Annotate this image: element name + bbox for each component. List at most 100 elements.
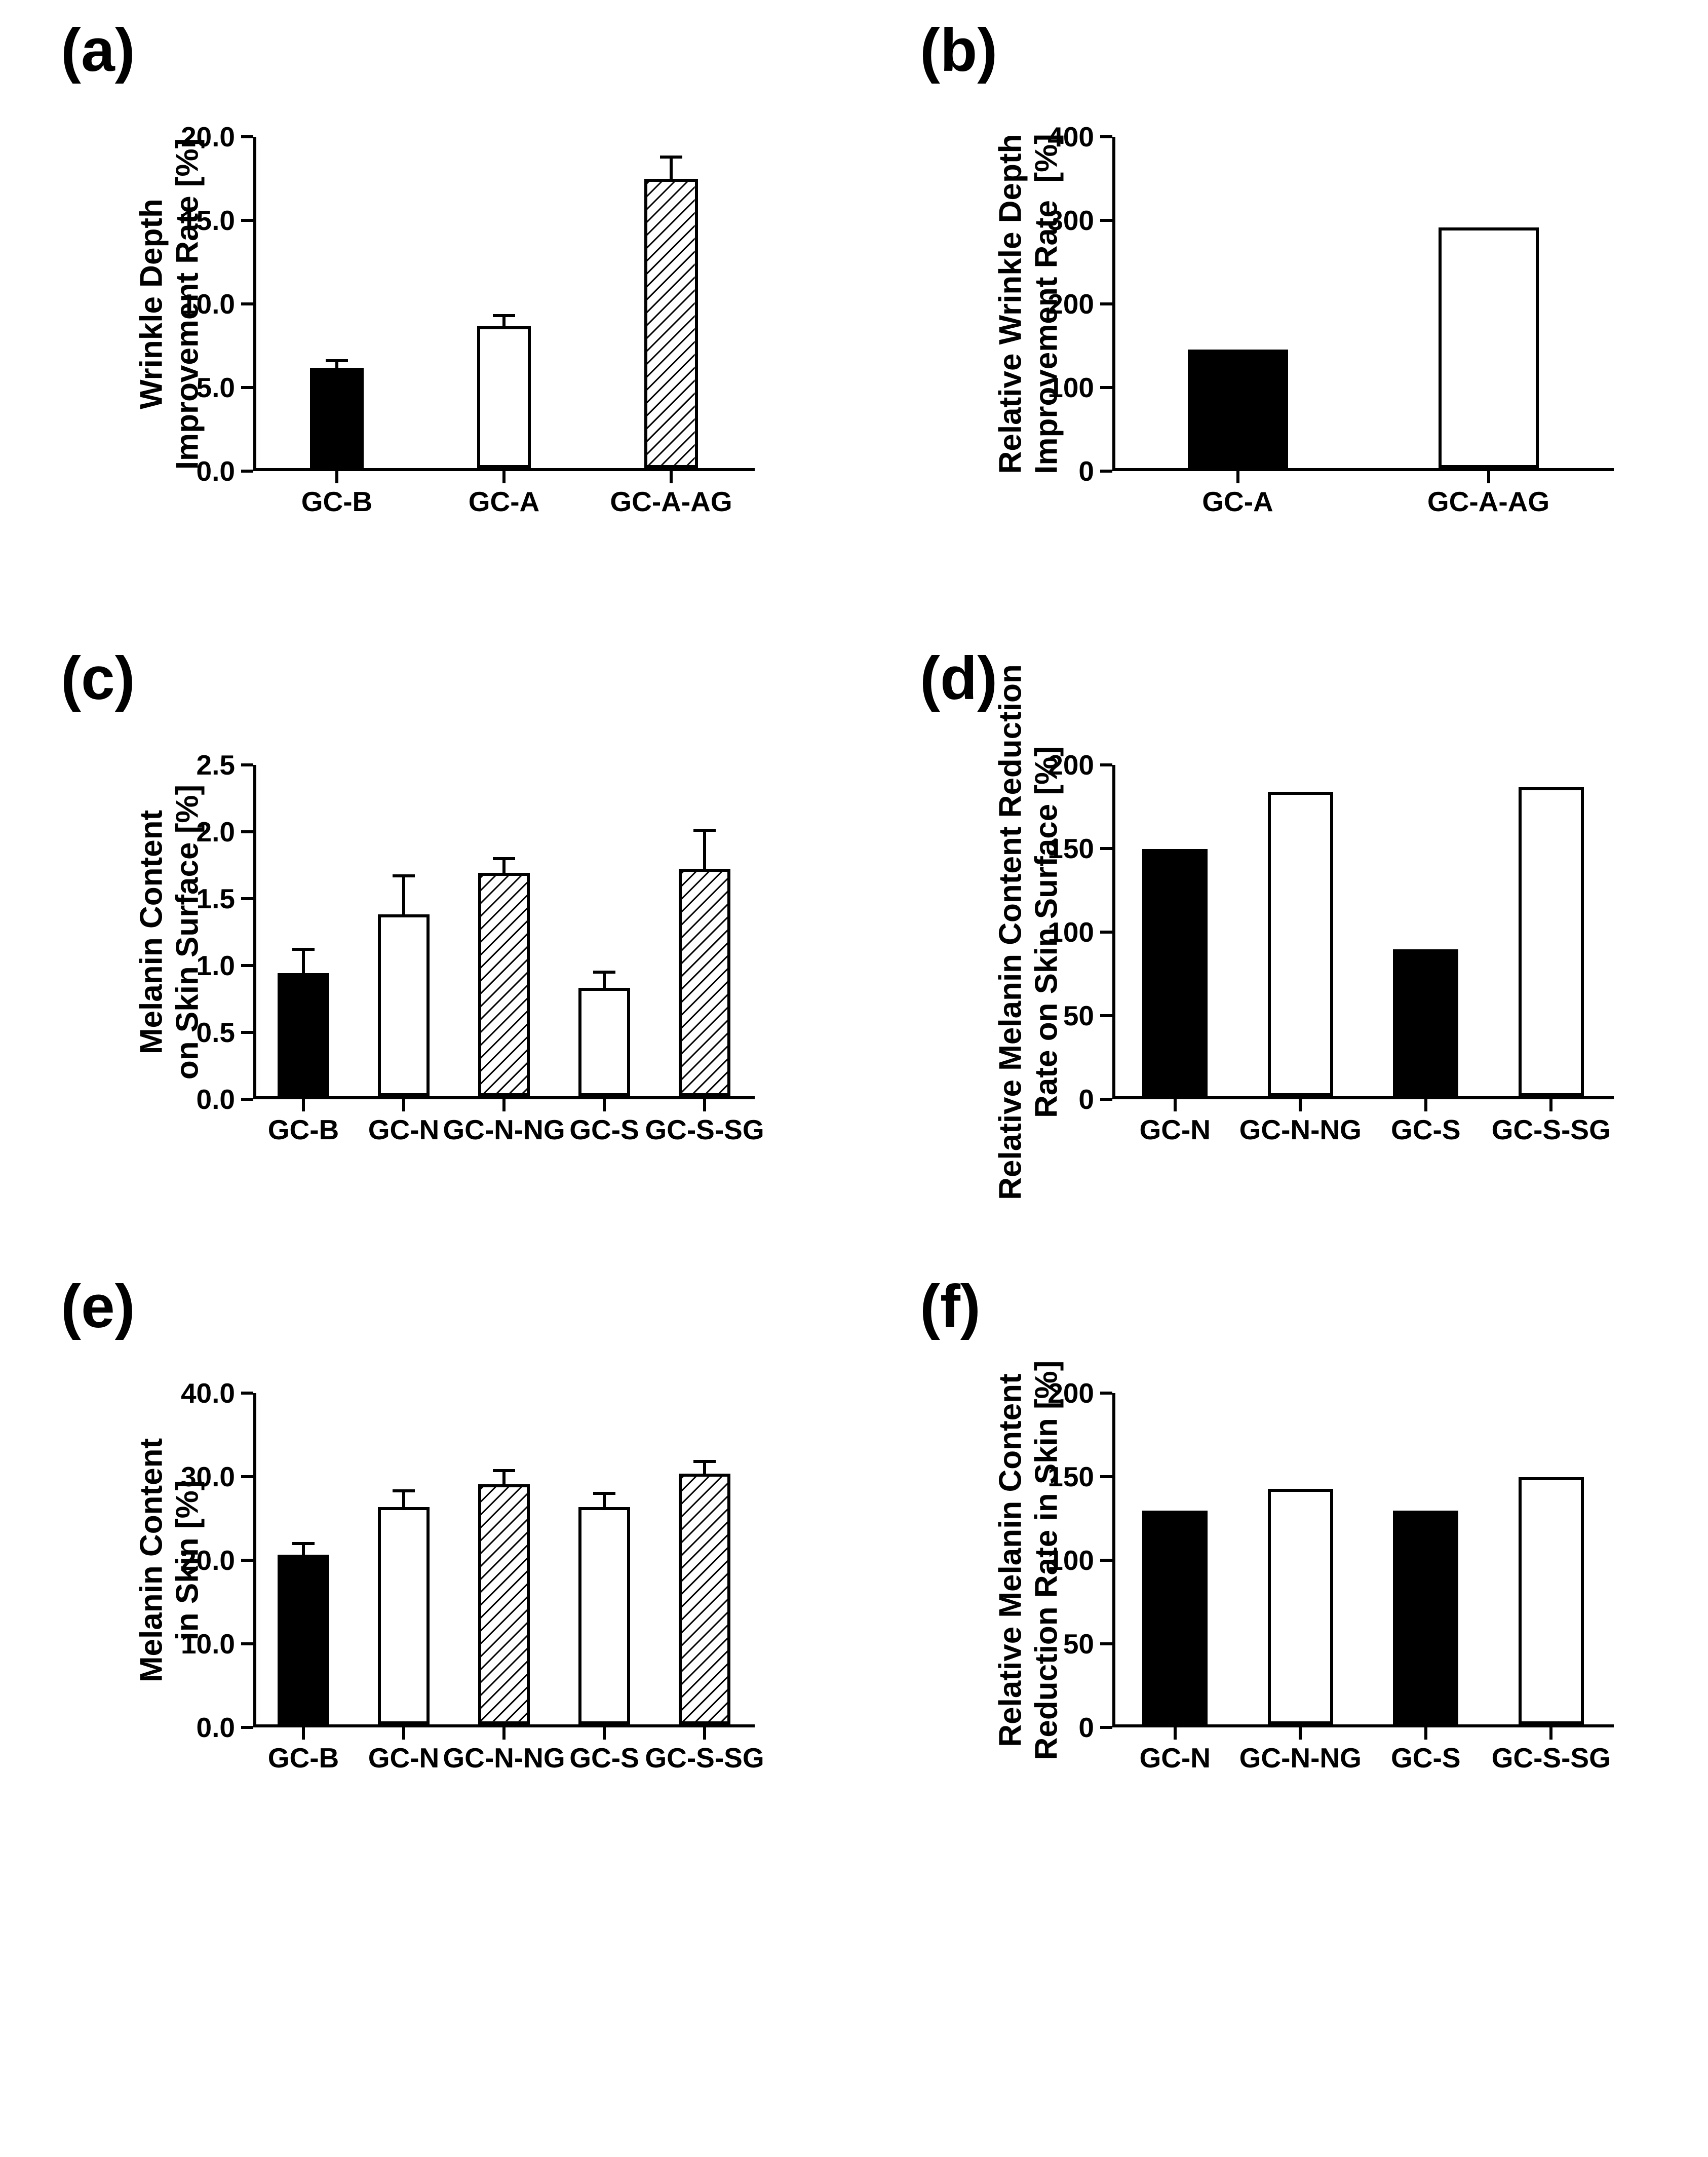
panel-label: (d)	[920, 643, 997, 713]
error-bar-stem	[402, 876, 405, 917]
x-tick-label: GC-S-SG	[1492, 1113, 1611, 1146]
panel-label: (b)	[920, 15, 997, 85]
x-tick-label: GC-A	[469, 485, 540, 518]
y-tick	[241, 219, 253, 222]
x-tick-label: GC-B	[268, 1113, 339, 1146]
x-tick	[502, 471, 506, 483]
panel-e: (e)Melanin Content in Skin [%]0.010.020.…	[41, 1287, 808, 1783]
y-axis	[1112, 1393, 1115, 1727]
plot-wrap: Wrinkle Depth Improvement Rate [%]0.05.0…	[41, 30, 808, 527]
error-bar-cap	[493, 1469, 515, 1472]
error-bar-cap	[493, 857, 515, 860]
error-bar-cap	[593, 971, 615, 974]
x-axis	[1112, 1096, 1614, 1099]
x-tick	[1299, 1099, 1302, 1111]
y-tick	[1100, 1475, 1112, 1478]
y-tick-label: 200	[1047, 288, 1094, 320]
bar	[679, 869, 731, 1096]
error-bar-cap	[393, 874, 415, 877]
y-tick	[241, 135, 253, 138]
bar	[1439, 227, 1539, 468]
error-bar-stem	[703, 1461, 706, 1477]
x-tick	[302, 1727, 305, 1740]
x-tick-label: GC-N	[1139, 1113, 1211, 1146]
error-bar-stem	[603, 1493, 606, 1510]
panel-c: (c)Melanin Content on Skin Surface [%]0.…	[41, 659, 808, 1155]
x-tick	[603, 1727, 606, 1740]
y-tick	[1100, 1014, 1112, 1017]
x-tick	[1299, 1727, 1302, 1740]
panel-label: (e)	[61, 1272, 135, 1341]
y-tick-label: 100	[1047, 916, 1094, 948]
x-tick-label: GC-N	[368, 1742, 440, 1774]
x-axis	[1112, 468, 1614, 471]
x-tick	[502, 1727, 506, 1740]
y-tick-label: 0	[1078, 455, 1094, 487]
y-tick	[1100, 219, 1112, 222]
x-tick-label: GC-A	[1202, 485, 1273, 518]
y-tick	[241, 1031, 253, 1034]
y-tick	[241, 830, 253, 833]
y-tick	[241, 1098, 253, 1101]
bar	[478, 1484, 530, 1724]
x-tick-label: GC-S	[569, 1113, 639, 1146]
plot: Relative Wrinkle Depth Improvement Rate …	[981, 117, 1629, 527]
x-tick-label: GC-S-SG	[645, 1742, 764, 1774]
y-tick	[1100, 470, 1112, 473]
bar	[1188, 350, 1288, 468]
y-axis	[253, 137, 256, 471]
plot-area: 050100150200GC-NGC-N-NGGC-SGC-S-SG	[1112, 1393, 1614, 1727]
plot-area: 0.010.020.030.040.0GC-BGC-NGC-N-NGGC-SGC…	[253, 1393, 755, 1727]
x-tick	[1424, 1727, 1427, 1740]
panel-label: (f)	[920, 1272, 981, 1341]
y-tick-label: 10.0	[181, 288, 235, 320]
y-axis-title: Melanin Content on Skin Surface [%]	[134, 785, 206, 1080]
x-tick-label: GC-S	[1391, 1742, 1461, 1774]
bar	[578, 988, 631, 1096]
x-tick-label: GC-A-AG	[1427, 485, 1549, 518]
bar	[1519, 787, 1584, 1097]
x-axis	[1112, 1724, 1614, 1727]
bar	[478, 873, 530, 1096]
x-tick-label: GC-S-SG	[645, 1113, 764, 1146]
y-tick	[1100, 1559, 1112, 1562]
error-bar-cap	[393, 1489, 415, 1492]
plot-wrap: Relative Melanin Content Reduction Rate …	[900, 1287, 1667, 1783]
bar	[1268, 792, 1333, 1096]
error-bar-cap	[593, 1492, 615, 1495]
error-bar-stem	[502, 316, 506, 329]
panel-grid: (a)Wrinkle Depth Improvement Rate [%]0.0…	[41, 30, 1667, 1783]
x-tick	[1236, 471, 1239, 483]
bar	[679, 1474, 731, 1724]
x-tick-label: GC-B	[268, 1742, 339, 1774]
error-bar-cap	[326, 359, 348, 362]
plot: Melanin Content in Skin [%]0.010.020.030…	[122, 1373, 770, 1783]
panel-a: (a)Wrinkle Depth Improvement Rate [%]0.0…	[41, 30, 808, 527]
x-tick-label: GC-S	[1391, 1113, 1461, 1146]
y-tick-label: 2.0	[197, 816, 235, 848]
y-tick-label: 40.0	[181, 1377, 235, 1409]
x-tick-label: GC-N-NG	[1239, 1742, 1362, 1774]
y-tick-label: 0.0	[197, 1083, 235, 1115]
plot: Relative Melanin Content Reduction Rate …	[981, 745, 1629, 1155]
error-bar-cap	[693, 829, 716, 832]
y-tick	[241, 1559, 253, 1562]
y-tick	[241, 763, 253, 766]
y-tick-label: 5.0	[197, 371, 235, 404]
y-axis	[253, 1393, 256, 1727]
plot-area: 0.05.010.015.020.0GC-BGC-AGC-A-AG	[253, 137, 755, 471]
y-tick-label: 0	[1078, 1711, 1094, 1744]
plot-wrap: Melanin Content in Skin [%]0.010.020.030…	[41, 1287, 808, 1783]
plot-wrap: Melanin Content on Skin Surface [%]0.00.…	[41, 659, 808, 1155]
y-tick	[1100, 1726, 1112, 1729]
y-tick-label: 2.5	[197, 749, 235, 781]
error-bar-cap	[493, 314, 515, 317]
y-tick-label: 20.0	[181, 1544, 235, 1576]
y-tick-label: 50	[1063, 999, 1094, 1032]
x-tick	[335, 471, 338, 483]
bar	[644, 179, 698, 468]
y-tick-label: 100	[1047, 1544, 1094, 1576]
y-tick	[241, 1475, 253, 1478]
y-tick	[1100, 135, 1112, 138]
x-tick	[703, 1727, 706, 1740]
